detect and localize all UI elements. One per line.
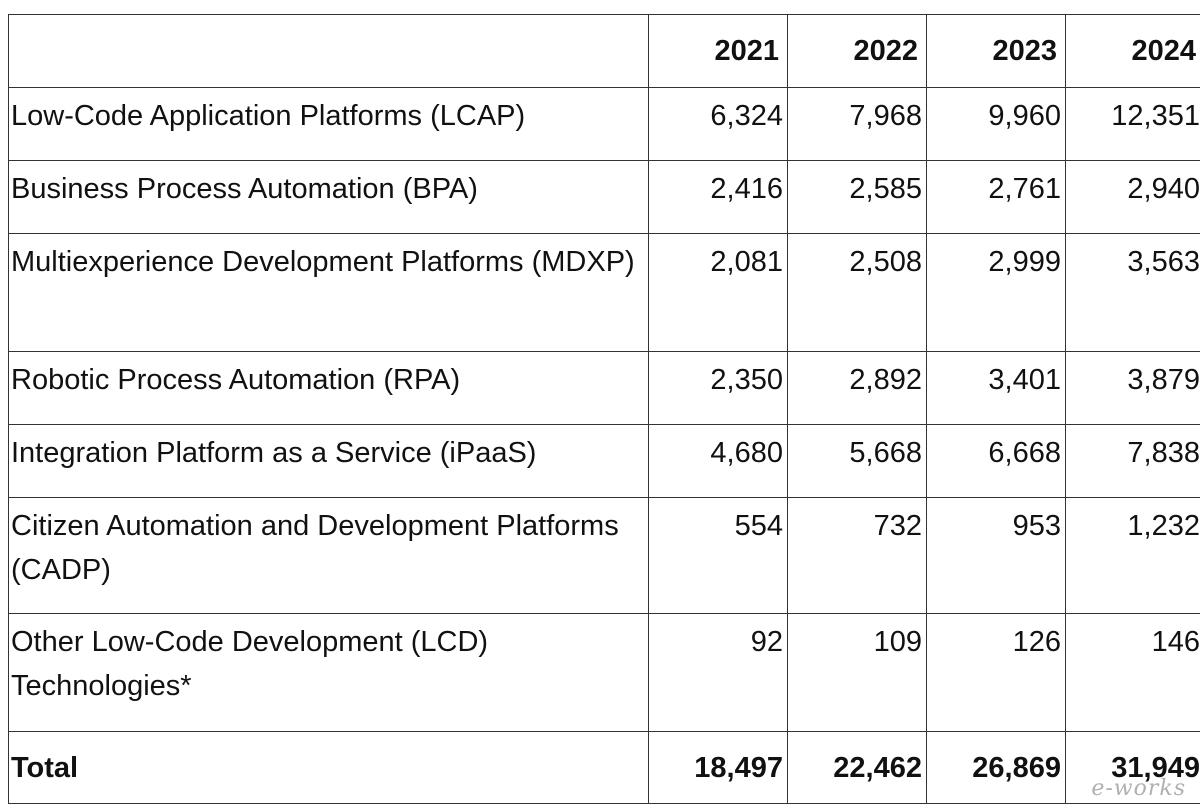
row-label: Integration Platform as a Service (iPaaS… [8,424,649,498]
market-table: 2021 2022 2023 2024 Low-Code Application… [8,14,1200,804]
table-row: Business Process Automation (BPA) 2,416 … [8,160,1200,234]
total-row: Total 18,497 22,462 26,869 31,949 [8,731,1200,804]
cell-value: 2,585 [787,160,927,234]
row-label: Citizen Automation and Development Platf… [8,497,649,614]
cell-value: 4,680 [648,424,788,498]
row-label: Robotic Process Automation (RPA) [8,351,649,425]
cell-value: 2,508 [787,233,927,352]
table-row: Citizen Automation and Development Platf… [8,497,1200,614]
row-label: Business Process Automation (BPA) [8,160,649,234]
cell-value: 6,324 [648,87,788,161]
cell-value: 12,351 [1065,87,1200,161]
cell-value: 2,892 [787,351,927,425]
cell-value: 109 [787,613,927,732]
cell-value: 3,879 [1065,351,1200,425]
header-year: 2024 [1065,14,1200,88]
cell-value: 2,350 [648,351,788,425]
header-year: 2023 [926,14,1066,88]
cell-value: 1,232 [1065,497,1200,614]
cell-value: 146 [1065,613,1200,732]
cell-value: 9,960 [926,87,1066,161]
cell-value: 2,761 [926,160,1066,234]
cell-value: 2,416 [648,160,788,234]
cell-value: 554 [648,497,788,614]
cell-value: 92 [648,613,788,732]
cell-value: 953 [926,497,1066,614]
cell-value: 5,668 [787,424,927,498]
total-label: Total [8,731,649,804]
cell-value: 2,081 [648,233,788,352]
total-value: 22,462 [787,731,927,804]
header-year: 2021 [648,14,788,88]
cell-value: 126 [926,613,1066,732]
table-row: Robotic Process Automation (RPA) 2,350 2… [8,351,1200,425]
cell-value: 3,401 [926,351,1066,425]
header-row: 2021 2022 2023 2024 [8,14,1200,88]
cell-value: 3,563 [1065,233,1200,352]
total-value: 18,497 [648,731,788,804]
header-year: 2022 [787,14,927,88]
cell-value: 7,968 [787,87,927,161]
table-row: Integration Platform as a Service (iPaaS… [8,424,1200,498]
cell-value: 2,999 [926,233,1066,352]
cell-value: 732 [787,497,927,614]
cell-value: 7,838 [1065,424,1200,498]
row-label: Low-Code Application Platforms (LCAP) [8,87,649,161]
table-row: Other Low-Code Development (LCD) Technol… [8,613,1200,732]
total-value: 26,869 [926,731,1066,804]
watermark-logo: e-works [1091,776,1186,801]
table-row: Low-Code Application Platforms (LCAP) 6,… [8,87,1200,161]
table-row: Multiexperience Development Platforms (M… [8,233,1200,352]
cell-value: 2,940 [1065,160,1200,234]
header-corner [8,14,649,88]
total-value: 31,949 [1065,731,1200,804]
row-label: Multiexperience Development Platforms (M… [8,233,649,352]
row-label: Other Low-Code Development (LCD) Technol… [8,613,649,732]
cell-value: 6,668 [926,424,1066,498]
